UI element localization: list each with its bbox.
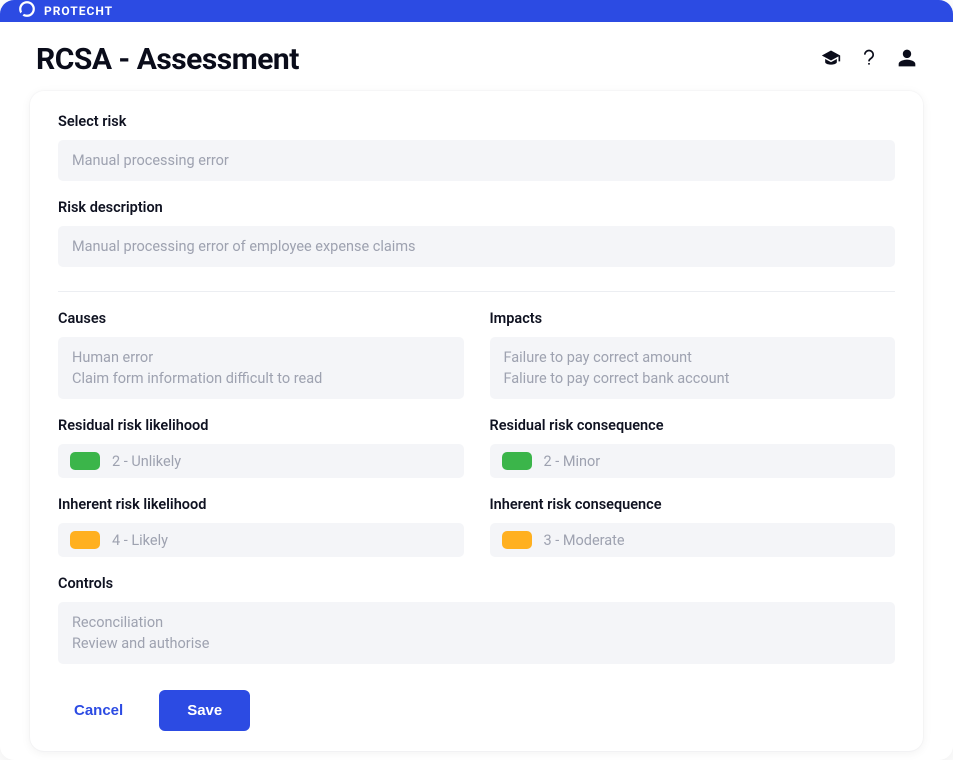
risk-description-field[interactable]: Manual processing error of employee expe… [58, 226, 895, 267]
academy-icon[interactable] [821, 48, 841, 72]
select-risk-label: Select risk [58, 113, 895, 130]
inherent-likelihood-label: Inherent risk likelihood [58, 496, 464, 513]
impacts-group: Impacts Failure to pay correct amount Fa… [490, 310, 896, 399]
help-icon[interactable] [859, 48, 879, 72]
causes-line-1: Human error [72, 347, 450, 368]
title-row: RCSA - Assessment [30, 42, 923, 77]
impacts-field[interactable]: Failure to pay correct amount Faliure to… [490, 337, 896, 399]
inherent-consequence-field[interactable]: 3 - Moderate [490, 523, 896, 557]
residual-consequence-swatch [502, 452, 532, 470]
causes-line-2: Claim form information difficult to read [72, 368, 450, 389]
causes-impacts-row: Causes Human error Claim form informatio… [58, 310, 895, 399]
header-actions [821, 48, 917, 72]
inherent-consequence-group: Inherent risk consequence 3 - Moderate [490, 496, 896, 557]
save-button[interactable]: Save [159, 690, 250, 731]
inherent-likelihood-field[interactable]: 4 - Likely [58, 523, 464, 557]
controls-line-2: Review and authorise [72, 633, 881, 654]
form-card: Select risk Manual processing error Risk… [30, 91, 923, 751]
inherent-likelihood-value: 4 - Likely [112, 532, 168, 549]
residual-consequence-value: 2 - Minor [544, 453, 601, 470]
select-risk-group: Select risk Manual processing error [58, 113, 895, 181]
risk-description-label: Risk description [58, 199, 895, 216]
divider [58, 291, 895, 292]
risk-description-group: Risk description Manual processing error… [58, 199, 895, 267]
header-bar: PROTECHT [0, 0, 953, 22]
brand-name: PROTECHT [44, 4, 113, 18]
actions-row: Cancel Save [58, 682, 895, 731]
causes-label: Causes [58, 310, 464, 327]
inherent-consequence-value: 3 - Moderate [544, 532, 625, 549]
cancel-button[interactable]: Cancel [68, 690, 129, 731]
controls-field[interactable]: Reconciliation Review and authorise [58, 602, 895, 664]
content-area: RCSA - Assessment Select risk Manual pro… [0, 22, 953, 760]
residual-consequence-group: Residual risk consequence 2 - Minor [490, 417, 896, 478]
causes-group: Causes Human error Claim form informatio… [58, 310, 464, 399]
impacts-line-1: Failure to pay correct amount [504, 347, 882, 368]
inherent-consequence-swatch [502, 531, 532, 549]
residual-likelihood-group: Residual risk likelihood 2 - Unlikely [58, 417, 464, 478]
residual-likelihood-label: Residual risk likelihood [58, 417, 464, 434]
controls-group: Controls Reconciliation Review and autho… [58, 575, 895, 664]
logo-icon [18, 0, 36, 22]
residual-consequence-label: Residual risk consequence [490, 417, 896, 434]
controls-label: Controls [58, 575, 895, 592]
residual-likelihood-value: 2 - Unlikely [112, 453, 181, 470]
residual-likelihood-field[interactable]: 2 - Unlikely [58, 444, 464, 478]
residual-likelihood-swatch [70, 452, 100, 470]
inherent-likelihood-swatch [70, 531, 100, 549]
impacts-line-2: Faliure to pay correct bank account [504, 368, 882, 389]
controls-line-1: Reconciliation [72, 612, 881, 633]
inherent-consequence-label: Inherent risk consequence [490, 496, 896, 513]
inherent-likelihood-group: Inherent risk likelihood 4 - Likely [58, 496, 464, 557]
residual-row: Residual risk likelihood 2 - Unlikely Re… [58, 417, 895, 478]
causes-field[interactable]: Human error Claim form information diffi… [58, 337, 464, 399]
impacts-label: Impacts [490, 310, 896, 327]
user-icon[interactable] [897, 48, 917, 72]
page-title: RCSA - Assessment [36, 42, 299, 77]
residual-consequence-field[interactable]: 2 - Minor [490, 444, 896, 478]
select-risk-field[interactable]: Manual processing error [58, 140, 895, 181]
app-window: PROTECHT RCSA - Assessment Select risk M… [0, 0, 953, 760]
inherent-row: Inherent risk likelihood 4 - Likely Inhe… [58, 496, 895, 557]
